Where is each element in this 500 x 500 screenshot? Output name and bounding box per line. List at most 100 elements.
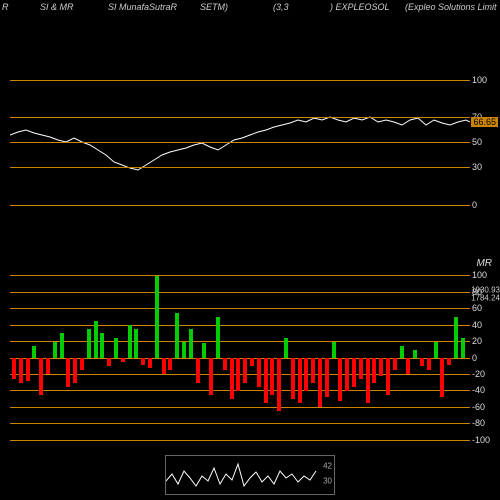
y-axis-label: 40: [472, 320, 498, 330]
gridline: [10, 325, 470, 326]
header-item: SI & MR: [40, 2, 74, 12]
mr-bar: [107, 358, 111, 366]
rsi-panel: 1007050300: [10, 80, 470, 205]
current-value-badge: 66.65: [471, 117, 498, 127]
mr-bar: [325, 358, 329, 397]
mr-bar: [202, 343, 206, 358]
mr-bar: [420, 358, 424, 366]
mr-bar: [257, 358, 261, 387]
mr-bar: [223, 358, 227, 370]
mr-bar: [216, 317, 220, 358]
mr-bar: [60, 333, 64, 358]
mr-bar: [243, 358, 247, 383]
mr-bar-panel: 100806040200-20-40-60-80-1001930.931784.…: [10, 275, 470, 440]
mr-bar: [291, 358, 295, 399]
y-axis-label: -100: [472, 435, 498, 445]
header-item: (3,3: [273, 2, 289, 12]
y-axis-label: -40: [472, 385, 498, 395]
mr-bar: [196, 358, 200, 383]
mr-bar: [270, 358, 274, 395]
mr-bar: [236, 358, 240, 391]
mr-bar: [80, 358, 84, 370]
gridline: [10, 308, 470, 309]
gridline: [10, 205, 470, 206]
mr-bar: [155, 276, 159, 358]
mr-bar: [454, 317, 458, 358]
mr-bar: [352, 358, 356, 387]
mr-bar: [230, 358, 234, 399]
header-item: R: [2, 2, 9, 12]
y-axis-label: -60: [472, 402, 498, 412]
mini-y-label: 42: [323, 462, 332, 471]
y-axis-label: 20: [472, 336, 498, 346]
mr-bar: [87, 329, 91, 358]
mr-bar: [94, 321, 98, 358]
mr-bar: [359, 358, 363, 379]
mr-bar: [345, 358, 349, 391]
mr-bar: [26, 358, 30, 381]
mr-bar: [100, 333, 104, 358]
mr-bar: [386, 358, 390, 395]
mr-bar: [461, 338, 465, 359]
gridline: [10, 275, 470, 276]
mr-bar: [39, 358, 43, 395]
header-item: (Expleo Solutions Limit: [405, 2, 497, 12]
mr-bar: [209, 358, 213, 395]
mr-bar: [338, 358, 342, 401]
y-axis-label: -20: [472, 369, 498, 379]
mr-bar: [400, 346, 404, 358]
mr-bar: [250, 358, 254, 366]
gridline: [10, 292, 470, 293]
y-axis-label: 100: [472, 270, 498, 280]
gridline: [10, 167, 470, 168]
mr-bar: [440, 358, 444, 397]
mr-bar: [379, 358, 383, 376]
mr-bar: [168, 358, 172, 370]
mr-bar: [175, 313, 179, 358]
mr-bar: [141, 358, 145, 365]
mr-bar: [366, 358, 370, 403]
mr-bar: [393, 358, 397, 370]
mr-bar: [19, 358, 23, 383]
mr-bar: [162, 358, 166, 374]
mr-bar: [413, 350, 417, 358]
mr-label: MR: [476, 258, 492, 269]
gridline: [10, 117, 470, 118]
header-item: ) EXPLEOSOL: [330, 2, 390, 12]
mr-bar: [73, 358, 77, 383]
mr-bar: [66, 358, 70, 387]
price-label: 1784.24: [471, 294, 500, 303]
mr-bar: [114, 338, 118, 359]
mr-bar: [372, 358, 376, 383]
mr-bar: [447, 358, 451, 365]
mr-bar: [318, 358, 322, 407]
gridline: [10, 142, 470, 143]
mr-bar: [406, 358, 410, 374]
mini-y-label: 30: [323, 477, 332, 486]
header-item: SETM): [200, 2, 228, 12]
mr-bar: [46, 358, 50, 374]
chart-header: RSI & MRSI MunafaSutraRSETM)(3,3) EXPLEO…: [0, 2, 500, 16]
gridline: [10, 341, 470, 342]
mr-bar: [12, 358, 16, 379]
mr-bar: [53, 342, 57, 358]
mr-bar: [182, 342, 186, 358]
y-axis-label: 0: [472, 353, 498, 363]
gridline: [10, 80, 470, 81]
mr-bar: [298, 358, 302, 403]
gridline: [10, 423, 470, 424]
gridline: [10, 407, 470, 408]
mr-bar: [311, 358, 315, 383]
mr-bar: [128, 325, 132, 358]
mr-bar: [427, 358, 431, 370]
mr-bar: [148, 358, 152, 368]
mini-line-chart: [166, 456, 336, 496]
y-axis-label: 100: [472, 75, 498, 85]
y-axis-label: -80: [472, 418, 498, 428]
y-axis-label: 0: [472, 200, 498, 210]
mr-bar: [434, 342, 438, 358]
gridline: [10, 440, 470, 441]
mr-bar: [264, 358, 268, 403]
mr-bar: [277, 358, 281, 411]
y-axis-label: 60: [472, 303, 498, 313]
